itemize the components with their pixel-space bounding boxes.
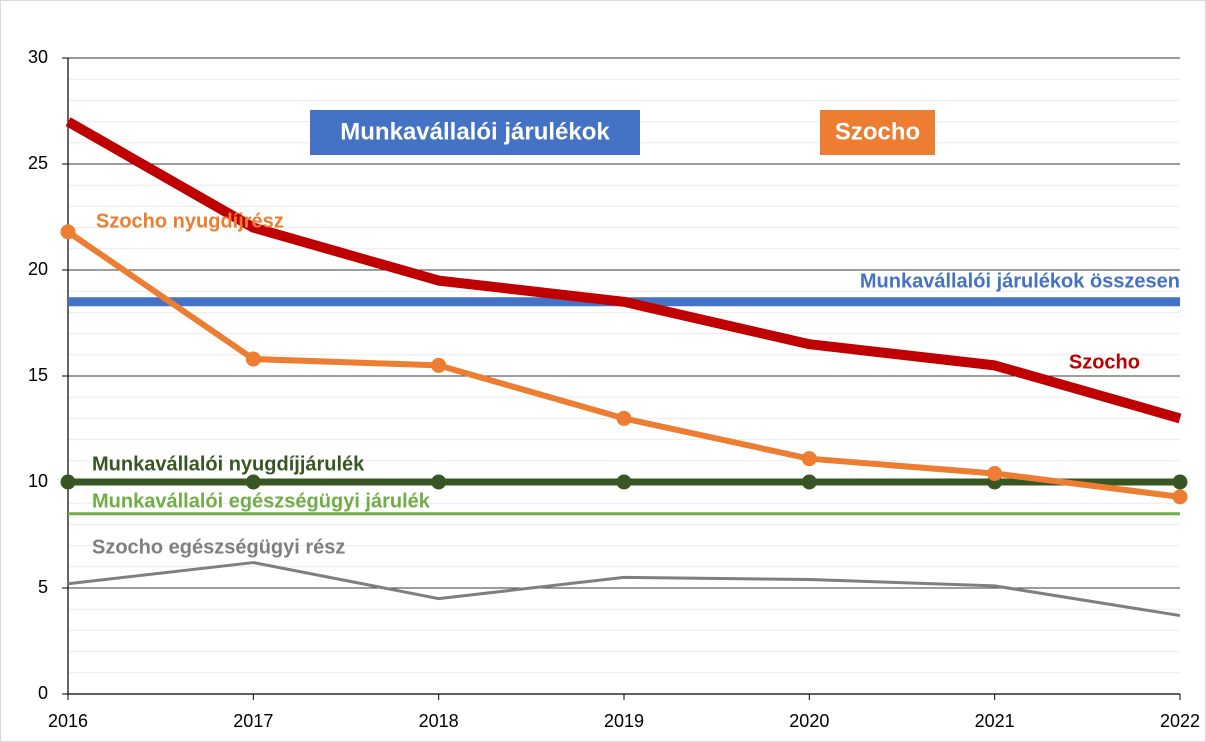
x-tick-label: 2020 (789, 711, 829, 731)
annotation-box (820, 110, 935, 155)
y-tick-label: 10 (28, 471, 48, 491)
series-marker (616, 474, 632, 490)
annotation-box (310, 110, 640, 155)
x-tick-label: 2019 (604, 711, 644, 731)
y-tick-label: 30 (28, 47, 48, 67)
annotation-text: Munkavállalói járulékok (340, 118, 610, 145)
series-marker (60, 474, 76, 490)
series-marker (801, 451, 817, 467)
y-tick-label: 20 (28, 259, 48, 279)
x-tick-label: 2017 (233, 711, 273, 731)
y-tick-label: 0 (38, 683, 48, 703)
series-label: Munkavállalói járulékok összesen (860, 270, 1180, 292)
annotation-text: Szocho (835, 118, 920, 145)
y-tick-label: 5 (38, 577, 48, 597)
series-label: Szocho nyugdíjrész (96, 210, 284, 232)
series-marker (987, 466, 1003, 482)
series-marker (60, 224, 76, 240)
series-label: Munkavállalói egészségügyi járulék (92, 490, 431, 512)
series-label: Munkavállalói nyugdíjjárulék (92, 453, 365, 475)
y-tick-label: 15 (28, 365, 48, 385)
series-marker (1172, 474, 1188, 490)
series-marker (245, 474, 261, 490)
x-tick-label: 2022 (1160, 711, 1200, 731)
x-tick-label: 2018 (419, 711, 459, 731)
series-marker (616, 410, 632, 426)
x-tick-label: 2016 (48, 711, 88, 731)
series-marker (431, 474, 447, 490)
series-marker (801, 474, 817, 490)
x-tick-label: 2021 (975, 711, 1015, 731)
series-line (65, 117, 1182, 424)
series-label: Szocho egészségügyi rész (92, 536, 345, 558)
series-marker (431, 357, 447, 373)
series-line (67, 561, 1181, 618)
series-marker (245, 351, 261, 367)
series-marker (1172, 489, 1188, 505)
series-label: Szocho (1069, 351, 1140, 373)
y-tick-label: 25 (28, 153, 48, 173)
